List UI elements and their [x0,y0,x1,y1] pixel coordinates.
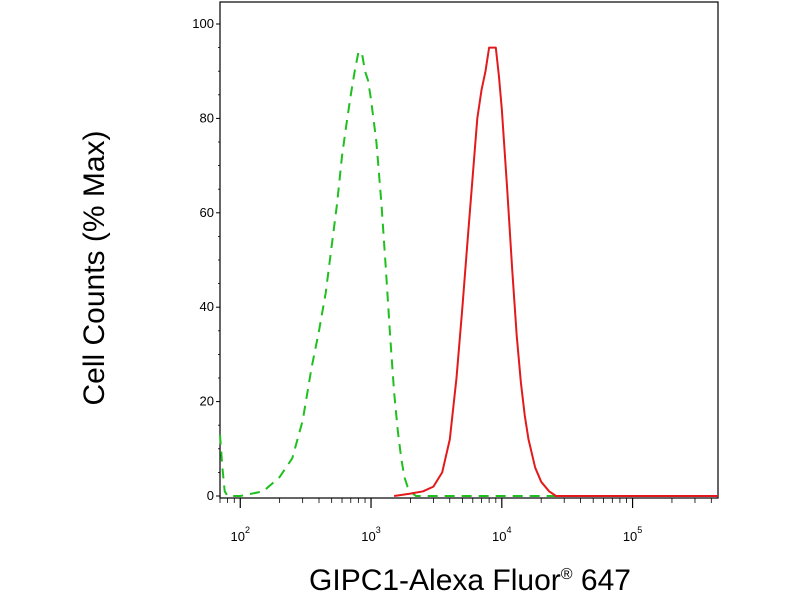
y-tick-label-0: 0 [207,488,214,503]
x-tick-label-100: 102 [231,525,250,544]
series-line-solid [393,46,718,497]
y-tick-label-60: 60 [200,205,214,220]
registered-mark: ® [561,566,573,583]
y-axis-title: Cell Counts (% Max) [78,130,111,405]
plot-frame [219,1,719,499]
series-line-dashed [219,51,718,497]
x-tick-label-100000: 105 [623,525,642,544]
x-axis-title-main: GIPC1-Alexa Fluor [309,564,561,597]
x-axis-title: GIPC1-Alexa Fluor® 647 [309,564,631,597]
x-tick-label-10000: 104 [492,525,511,544]
x-axis-ticks: 102 103 104 105 [219,498,712,544]
x-tick-label-1000: 103 [361,525,380,544]
series-layer [219,46,718,497]
x-axis-title-suffix: 647 [573,564,631,597]
y-axis-ticks: 0 20 40 60 80 100 [192,16,220,503]
y-tick-label-100: 100 [192,16,214,31]
y-tick-label-40: 40 [200,299,214,314]
y-tick-label-20: 20 [200,394,214,409]
y-tick-label-80: 80 [200,110,214,125]
